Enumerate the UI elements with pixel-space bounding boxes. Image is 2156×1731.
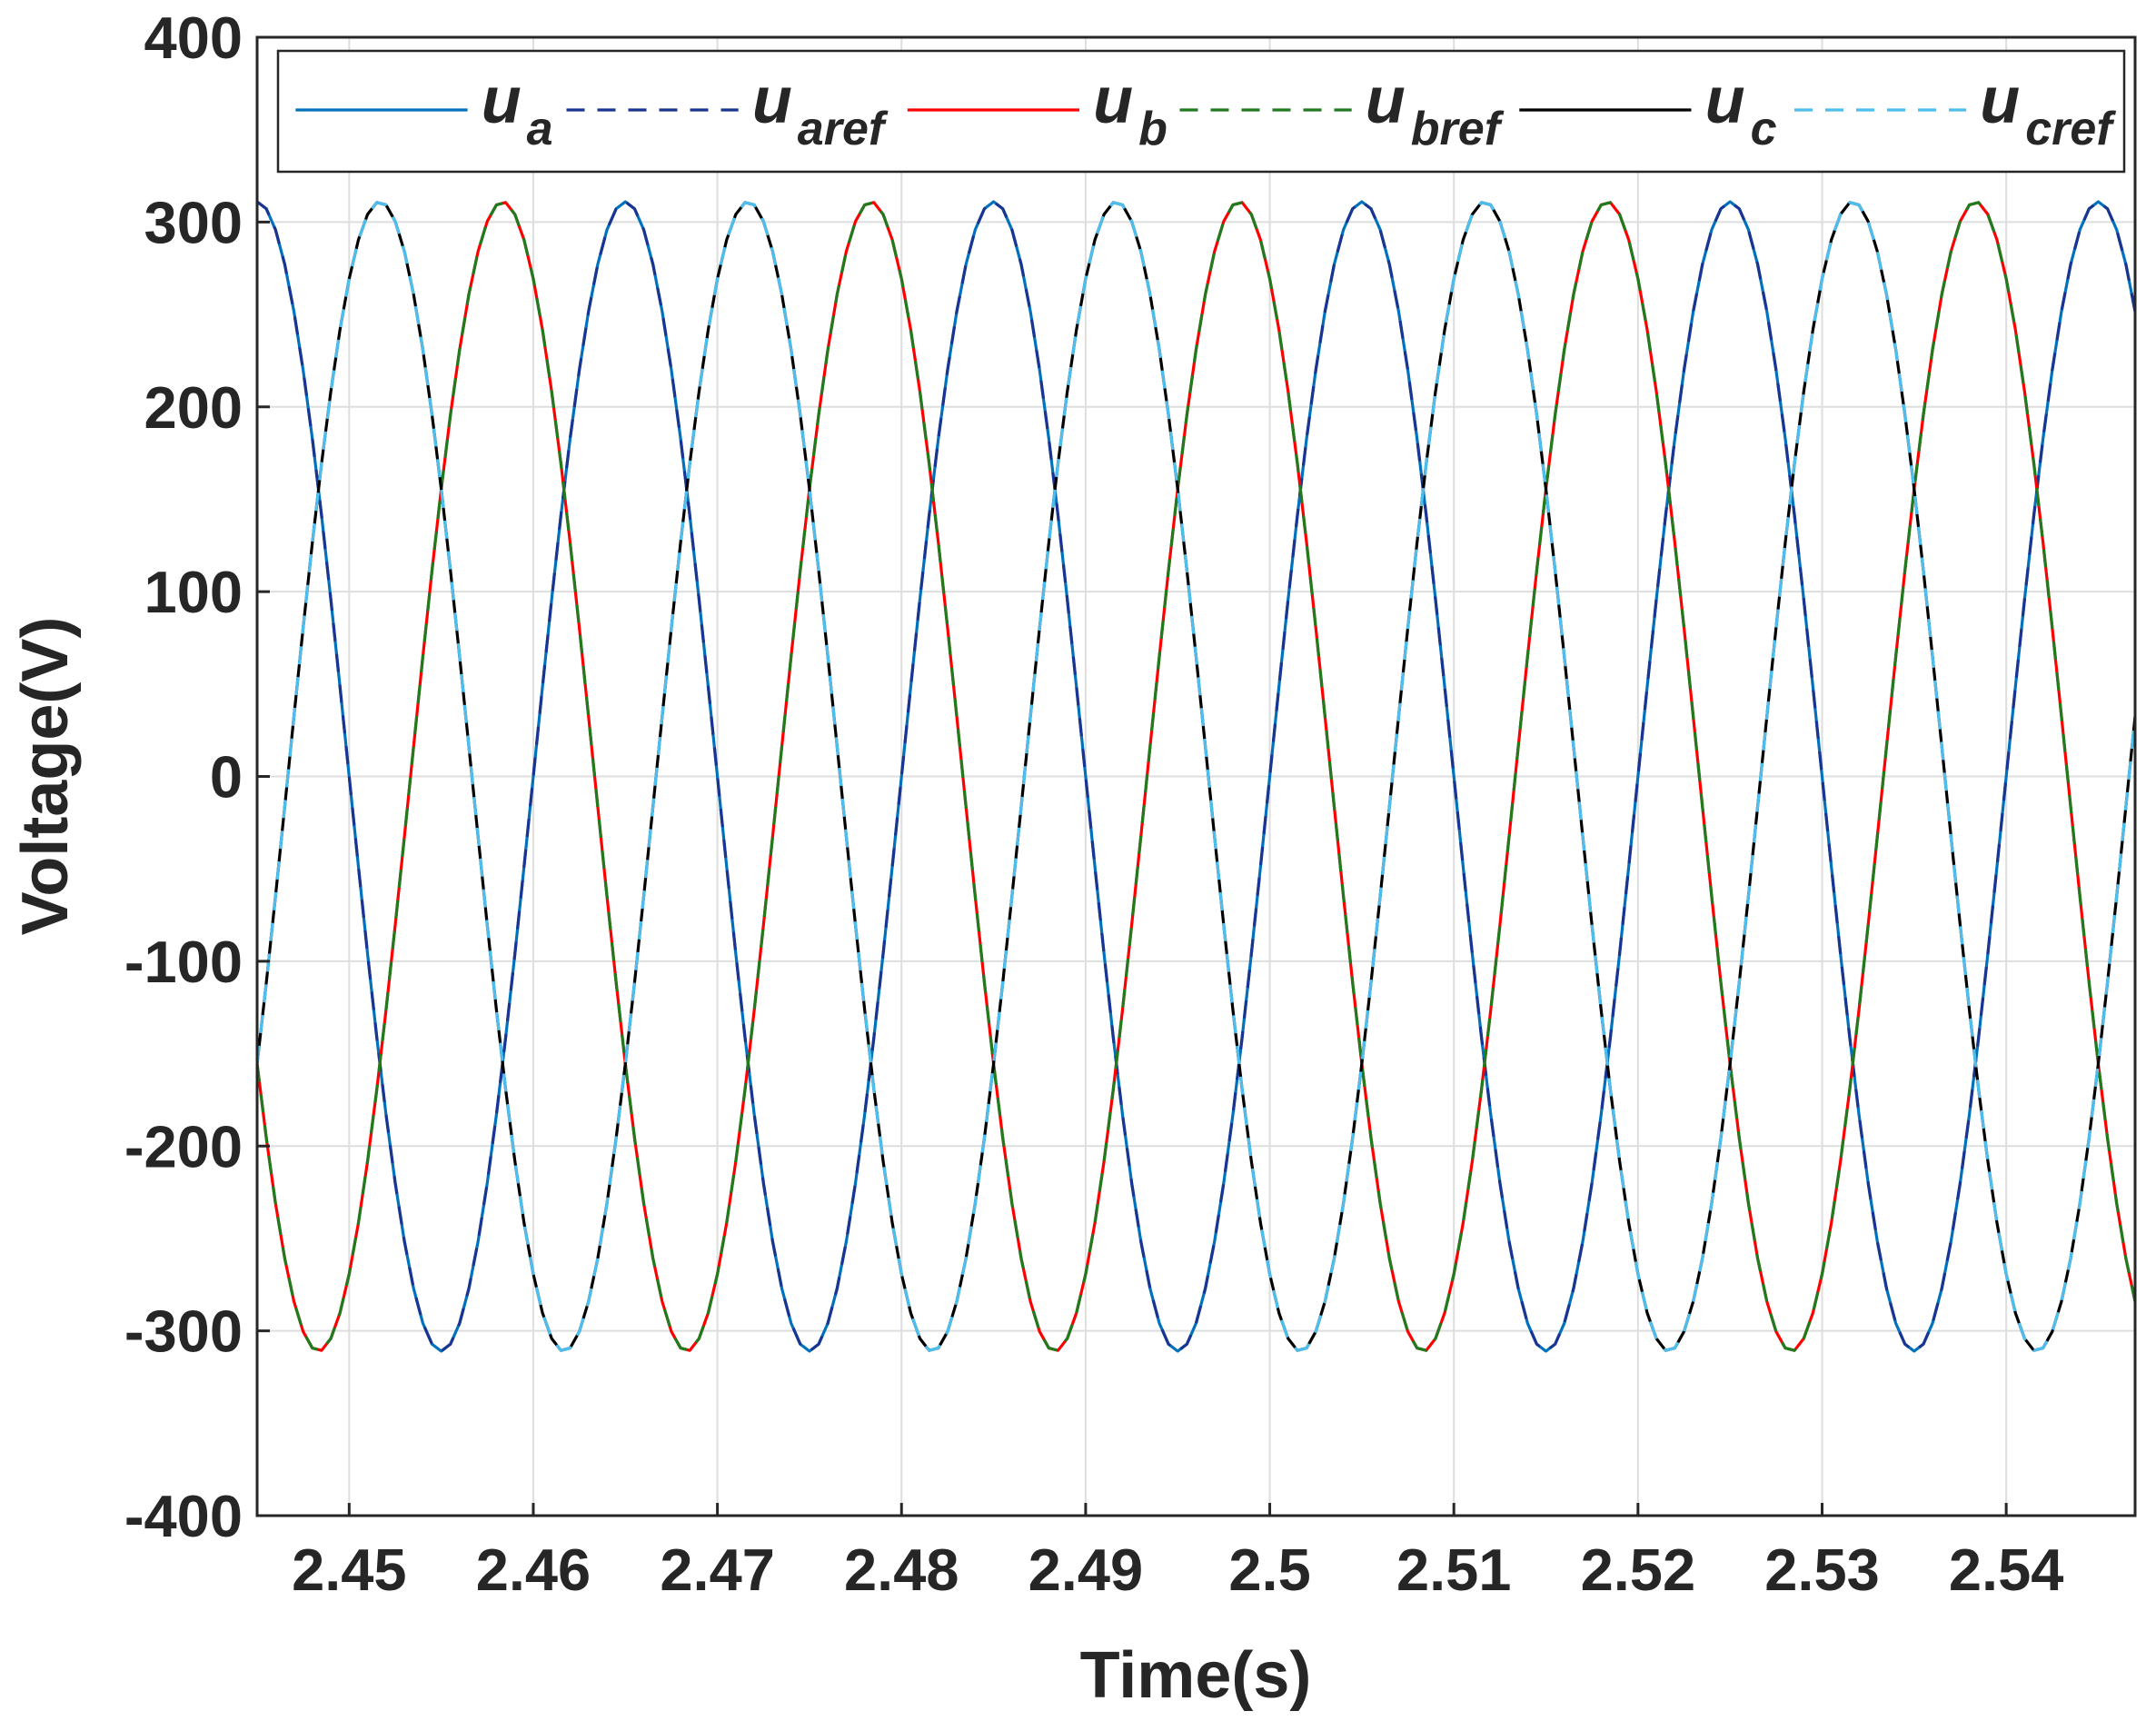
x-tick-label: 2.48	[844, 1537, 959, 1603]
series-line	[257, 201, 2135, 1352]
x-axis-title: Time(s)	[1080, 1639, 1312, 1712]
x-tick-label: 2.54	[1949, 1537, 2064, 1603]
y-axis-title: Voltage(V)	[9, 617, 82, 936]
legend: u a u aref u b u bref u c u cref	[276, 49, 2126, 174]
x-tick-label: 2.51	[1396, 1537, 1512, 1603]
legend-label: u bref	[1366, 65, 1505, 155]
legend-label: u cref	[1980, 65, 2116, 155]
legend-box	[276, 49, 2126, 174]
x-tick-label: 2.45	[292, 1537, 407, 1603]
lines	[257, 200, 2135, 1353]
x-tick-label: 2.47	[660, 1537, 775, 1603]
x-tick-label: 2.5	[1228, 1537, 1310, 1603]
y-tick-label: 100	[144, 559, 243, 625]
x-tick-label: 2.53	[1764, 1537, 1880, 1603]
y-tick-label: 300	[144, 189, 243, 255]
x-tick-label: 2.49	[1028, 1537, 1144, 1603]
y-tick-label: -400	[124, 1483, 243, 1549]
series-line	[257, 201, 2135, 1352]
ticks: -400 -300 -200 -100 0 100 200 300 400 2.45 2.46 2.4…	[124, 5, 2064, 1603]
y-tick-label: 0	[210, 744, 243, 811]
x-tick-label: 2.46	[476, 1537, 591, 1603]
legend-label: u aref	[752, 65, 889, 155]
x-tick-label: 2.52	[1581, 1537, 1696, 1603]
y-tick-label: -300	[124, 1298, 243, 1365]
y-tick-label: 200	[144, 374, 243, 441]
y-tick-label: -100	[124, 929, 243, 995]
series-line	[257, 200, 2135, 1353]
y-tick-label: -200	[124, 1113, 243, 1179]
y-tick-label: 400	[144, 5, 243, 71]
